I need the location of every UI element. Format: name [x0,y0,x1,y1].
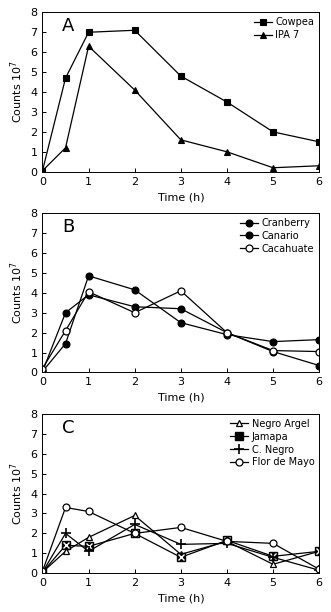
Flor de Mayo [225,538,229,545]
Line: Flor de Mayo: Flor de Mayo [39,504,323,575]
IPA 7 [64,144,68,152]
C. Negro [179,540,183,548]
Legend: Cranberry, Canario, Cacahuate: Cranberry, Canario, Cacahuate [238,216,316,256]
Cranberry [317,336,321,343]
IPA 7 [87,42,91,50]
Negro Argel [317,548,321,555]
Cacahuate [225,329,229,337]
Cranberry [133,286,137,294]
IPA 7 [317,162,321,170]
Cranberry [271,338,275,345]
Cowpea [317,138,321,146]
Jamapa [40,569,44,576]
Cacahuate [64,327,68,334]
Y-axis label: Counts 10$^7$: Counts 10$^7$ [8,261,25,324]
C. Negro [87,548,91,555]
C. Negro [317,567,321,574]
Y-axis label: Counts 10$^7$: Counts 10$^7$ [8,462,25,525]
IPA 7 [40,167,44,174]
Text: C: C [62,419,74,436]
Negro Argel [179,551,183,558]
C. Negro [225,540,229,547]
Jamapa [179,554,183,561]
Negro Argel [64,548,68,555]
Jamapa [271,553,275,560]
Y-axis label: Counts 10$^7$: Counts 10$^7$ [8,61,25,124]
IPA 7 [179,136,183,144]
Canario [271,348,275,355]
Flor de Mayo [317,565,321,573]
Line: Canario: Canario [39,291,323,375]
C. Negro [40,569,44,576]
X-axis label: Time (h): Time (h) [158,192,204,202]
Negro Argel [225,538,229,545]
Text: B: B [62,218,74,236]
Flor de Mayo [133,530,137,537]
Line: IPA 7: IPA 7 [39,43,323,174]
Jamapa [64,542,68,549]
Flor de Mayo [271,540,275,547]
Cowpea [64,75,68,82]
Legend: Cowpea, IPA 7: Cowpea, IPA 7 [252,15,316,42]
Canario [64,309,68,316]
Cacahuate [87,288,91,296]
IPA 7 [133,86,137,94]
Cacahuate [133,309,137,316]
Jamapa [225,537,229,544]
Text: A: A [62,17,74,35]
Jamapa [87,543,91,550]
X-axis label: Time (h): Time (h) [158,594,204,603]
Canario [179,305,183,312]
X-axis label: Time (h): Time (h) [158,393,204,403]
Cowpea [87,29,91,36]
Cranberry [40,368,44,375]
C. Negro [133,521,137,528]
Negro Argel [133,512,137,519]
Cacahuate [271,347,275,354]
Flor de Mayo [40,567,44,575]
Canario [133,303,137,310]
Flor de Mayo [64,504,68,511]
Cowpea [225,99,229,106]
Negro Argel [87,534,91,541]
Cowpea [133,26,137,34]
Canario [225,329,229,337]
Legend: Negro Argel, Jamapa, C. Negro, Flor de Mayo: Negro Argel, Jamapa, C. Negro, Flor de M… [228,417,316,469]
Flor de Mayo [179,524,183,531]
Cranberry [87,272,91,280]
Line: Cranberry: Cranberry [39,272,323,375]
Line: Cowpea: Cowpea [39,27,323,174]
Flor de Mayo [87,508,91,515]
Line: Jamapa: Jamapa [38,529,323,577]
Canario [40,368,44,375]
Cranberry [225,331,229,338]
Line: C. Negro: C. Negro [38,520,324,577]
Jamapa [317,548,321,555]
IPA 7 [225,148,229,155]
C. Negro [271,554,275,561]
IPA 7 [271,164,275,171]
Cowpea [179,72,183,80]
Canario [317,362,321,369]
Cranberry [179,319,183,326]
Line: Cacahuate: Cacahuate [39,287,323,372]
Cacahuate [40,365,44,372]
C. Negro [64,530,68,537]
Cowpea [40,167,44,174]
Negro Argel [271,561,275,568]
Jamapa [133,530,137,537]
Cranberry [64,340,68,347]
Negro Argel [40,569,44,576]
Line: Negro Argel: Negro Argel [39,512,323,576]
Cacahuate [317,348,321,355]
Canario [87,291,91,299]
Cowpea [271,128,275,135]
Cacahuate [179,287,183,294]
